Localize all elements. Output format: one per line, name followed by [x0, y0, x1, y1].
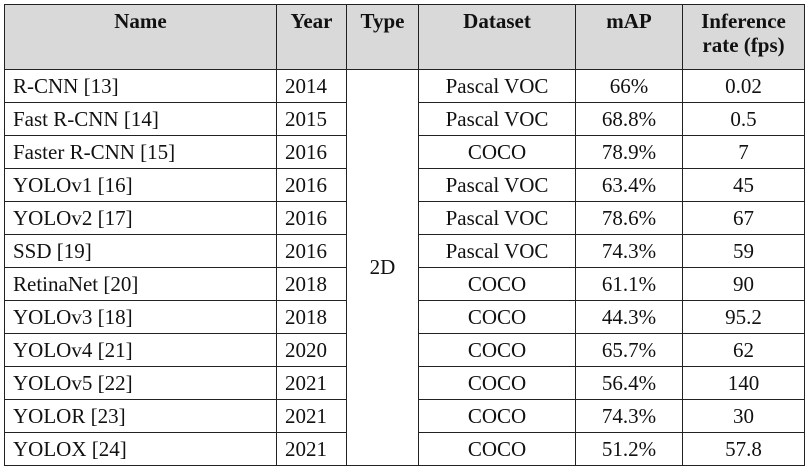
cell-dataset: Pascal VOC	[418, 69, 576, 103]
header-fps: Inference rate (fps)	[682, 4, 805, 70]
cell-name: YOLOv2 [17]	[4, 201, 277, 235]
cell-year: 2021	[276, 399, 347, 433]
cell-name: YOLOv3 [18]	[4, 300, 277, 334]
cell-map: 63.4%	[575, 168, 683, 202]
cell-name: SSD [19]	[4, 234, 277, 268]
cell-year: 2015	[276, 102, 347, 136]
cell-map: 68.8%	[575, 102, 683, 136]
cell-fps: 30	[682, 399, 805, 433]
cell-fps: 57.8	[682, 432, 805, 466]
table-body: R-CNN [13] 2014 2D Pascal VOC 66% 0.02 Fast R-…	[4, 69, 805, 466]
cell-fps: 45	[682, 168, 805, 202]
cell-dataset: Pascal VOC	[418, 168, 576, 202]
cell-fps: 67	[682, 201, 805, 235]
cell-year: 2018	[276, 267, 347, 301]
header-dataset: Dataset	[418, 4, 576, 70]
cell-dataset: Pascal VOC	[418, 234, 576, 268]
cell-dataset: Pascal VOC	[418, 102, 576, 136]
cell-year: 2016	[276, 234, 347, 268]
cell-fps: 0.02	[682, 69, 805, 103]
models-table: Name Year Type Dataset mAP Inference rat…	[4, 4, 805, 466]
cell-fps: 90	[682, 267, 805, 301]
cell-type: 2D	[346, 69, 419, 466]
table-row: R-CNN [13] 2014 2D Pascal VOC 66% 0.02	[4, 69, 805, 466]
cell-map: 56.4%	[575, 366, 683, 400]
cell-year: 2016	[276, 168, 347, 202]
cell-name: RetinaNet [20]	[4, 267, 277, 301]
cell-year: 2016	[276, 135, 347, 169]
cell-dataset: COCO	[418, 432, 576, 466]
cell-year: 2018	[276, 300, 347, 334]
cell-fps: 95.2	[682, 300, 805, 334]
cell-fps: 62	[682, 333, 805, 367]
header-row: Name Year Type Dataset mAP Inference rat…	[4, 4, 805, 70]
cell-map: 78.6%	[575, 201, 683, 235]
header-year: Year	[276, 4, 347, 70]
cell-name: YOLOv5 [22]	[4, 366, 277, 400]
cell-map: 66%	[575, 69, 683, 103]
cell-name: YOLOR [23]	[4, 399, 277, 433]
cell-map: 74.3%	[575, 399, 683, 433]
cell-map: 61.1%	[575, 267, 683, 301]
cell-year: 2021	[276, 432, 347, 466]
table-row: Faster R-CNN [15] 2016 COCO 78.9% 7	[4, 135, 805, 169]
cell-fps: 7	[682, 135, 805, 169]
cell-year: 2016	[276, 201, 347, 235]
cell-dataset: COCO	[418, 399, 576, 433]
table-row: YOLOv4 [21] 2020 COCO 65.7% 62	[4, 333, 805, 367]
cell-name: Fast R-CNN [14]	[4, 102, 277, 136]
table-row: YOLOv5 [22] 2021 COCO 56.4% 140	[4, 366, 805, 400]
table-row: YOLOR [23] 2021 COCO 74.3% 30	[4, 399, 805, 433]
cell-dataset: COCO	[418, 135, 576, 169]
cell-fps: 59	[682, 234, 805, 268]
cell-dataset: Pascal VOC	[418, 201, 576, 235]
cell-year: 2014	[276, 69, 347, 103]
cell-fps: 140	[682, 366, 805, 400]
cell-map: 65.7%	[575, 333, 683, 367]
cell-map: 51.2%	[575, 432, 683, 466]
cell-map: 74.3%	[575, 234, 683, 268]
header-type: Type	[346, 4, 419, 70]
cell-dataset: COCO	[418, 333, 576, 367]
header-name: Name	[4, 4, 277, 70]
table-row: YOLOv1 [16] 2016 Pascal VOC 63.4% 45	[4, 168, 805, 202]
cell-dataset: COCO	[418, 267, 576, 301]
cell-dataset: COCO	[418, 366, 576, 400]
cell-name: Faster R-CNN [15]	[4, 135, 277, 169]
cell-year: 2020	[276, 333, 347, 367]
cell-dataset: COCO	[418, 300, 576, 334]
header-fps-line1: Inference	[701, 9, 786, 33]
cell-map: 78.9%	[575, 135, 683, 169]
cell-name: R-CNN [13]	[4, 69, 277, 103]
header-fps-line2: rate (fps)	[702, 33, 785, 58]
table-row: YOLOv2 [17] 2016 Pascal VOC 78.6% 67	[4, 201, 805, 235]
cell-name: YOLOv1 [16]	[4, 168, 277, 202]
header-map: mAP	[575, 4, 683, 70]
cell-fps: 0.5	[682, 102, 805, 136]
cell-name: YOLOv4 [21]	[4, 333, 277, 367]
cell-year: 2021	[276, 366, 347, 400]
cell-map: 44.3%	[575, 300, 683, 334]
cell-name: YOLOX [24]	[4, 432, 277, 466]
table-row: YOLOv3 [18] 2018 COCO 44.3% 95.2	[4, 300, 805, 334]
